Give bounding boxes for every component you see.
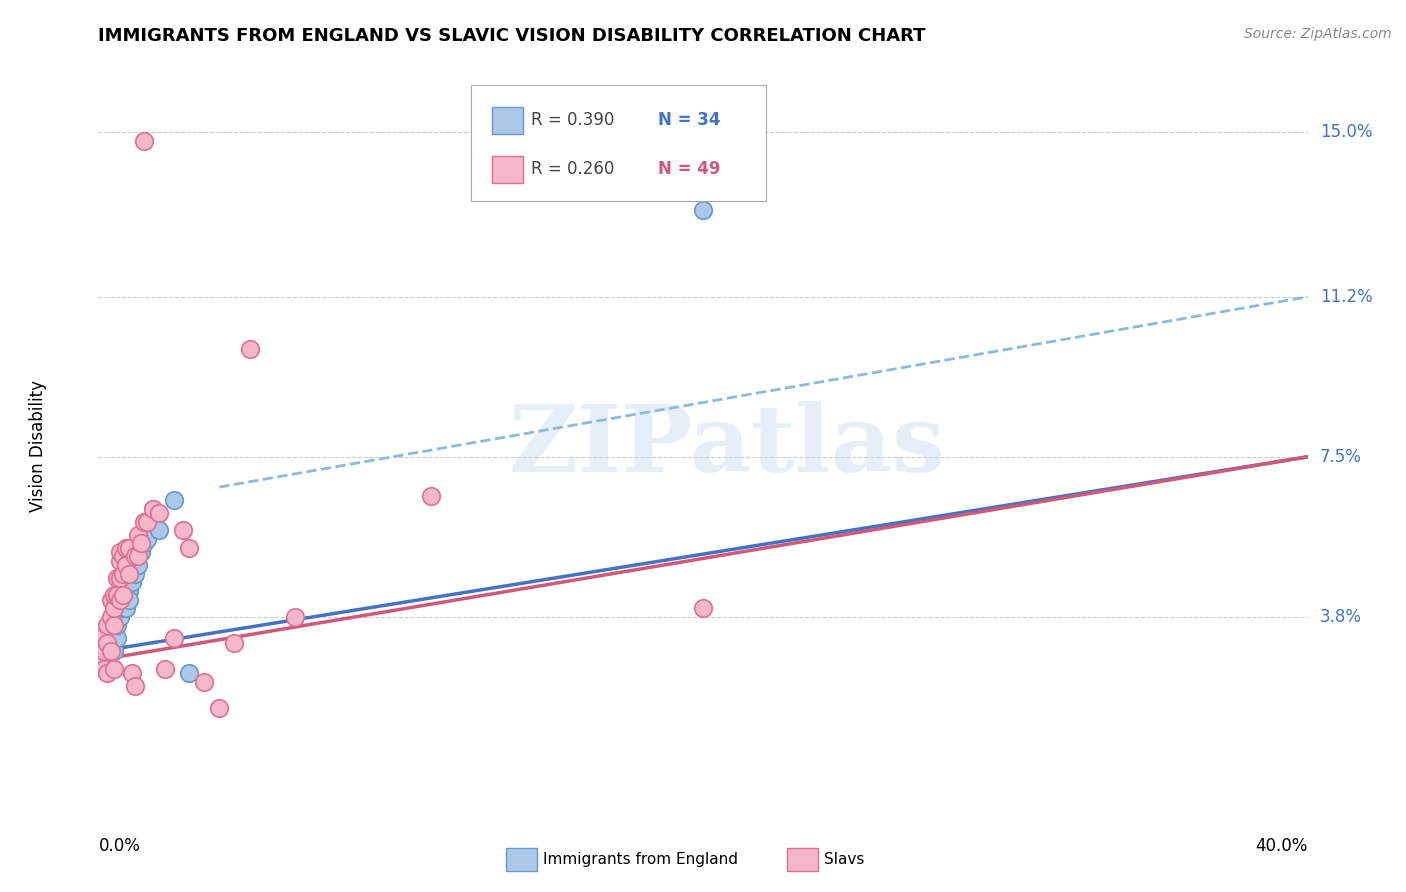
- Point: [100, 610, 122, 624]
- Point: [105, 588, 128, 602]
- Point: [193, 674, 215, 689]
- Point: [111, 588, 134, 602]
- Point: [118, 592, 141, 607]
- Point: [111, 549, 134, 564]
- Point: [105, 618, 128, 632]
- Point: [103, 588, 125, 602]
- Point: [90, 632, 112, 646]
- Point: [148, 524, 170, 538]
- Point: [108, 592, 131, 607]
- Point: [118, 583, 141, 598]
- Text: IMMIGRANTS FROM ENGLAND VS SLAVIC VISION DISABILITY CORRELATION CHART: IMMIGRANTS FROM ENGLAND VS SLAVIC VISION…: [98, 27, 927, 45]
- Text: Immigrants from England: Immigrants from England: [543, 853, 738, 867]
- Point: [103, 662, 125, 676]
- Point: [96, 627, 118, 641]
- Point: [129, 536, 152, 550]
- Point: [103, 644, 125, 658]
- Point: [142, 501, 165, 516]
- Point: [148, 506, 170, 520]
- Point: [142, 501, 165, 516]
- Point: [93, 662, 115, 676]
- Point: [127, 549, 149, 564]
- Point: [93, 644, 115, 658]
- Point: [127, 527, 149, 541]
- Point: [105, 571, 128, 585]
- Point: [692, 601, 714, 615]
- Point: [114, 558, 136, 572]
- Point: [90, 653, 112, 667]
- Point: [96, 666, 118, 681]
- Point: [124, 566, 146, 581]
- Text: 7.5%: 7.5%: [1320, 448, 1361, 466]
- Point: [114, 588, 136, 602]
- Point: [124, 549, 146, 564]
- Point: [177, 666, 201, 681]
- Point: [96, 618, 118, 632]
- Point: [100, 592, 122, 607]
- Point: [208, 700, 231, 714]
- Point: [108, 571, 131, 585]
- Point: [163, 493, 186, 508]
- Point: [224, 636, 246, 650]
- Point: [93, 644, 115, 658]
- Point: [111, 592, 134, 607]
- Point: [111, 566, 134, 581]
- Text: N = 49: N = 49: [658, 161, 720, 178]
- Point: [135, 515, 157, 529]
- Point: [108, 545, 131, 559]
- Text: 15.0%: 15.0%: [1320, 123, 1372, 142]
- Point: [100, 644, 122, 658]
- Text: 40.0%: 40.0%: [1256, 838, 1308, 855]
- Point: [132, 515, 155, 529]
- Text: R = 0.390: R = 0.390: [531, 112, 614, 129]
- Point: [105, 606, 128, 620]
- Point: [121, 666, 143, 681]
- Point: [129, 545, 152, 559]
- Text: 11.2%: 11.2%: [1320, 288, 1372, 306]
- Text: R = 0.260: R = 0.260: [531, 161, 614, 178]
- Point: [118, 566, 141, 581]
- Text: ZIPatlas: ZIPatlas: [509, 401, 946, 491]
- Text: 3.8%: 3.8%: [1320, 607, 1361, 626]
- Point: [108, 610, 131, 624]
- Point: [132, 536, 155, 550]
- Point: [132, 134, 155, 148]
- Point: [114, 601, 136, 615]
- Point: [103, 627, 125, 641]
- Point: [284, 610, 307, 624]
- Point: [108, 597, 131, 611]
- Point: [118, 541, 141, 555]
- Point: [177, 541, 201, 555]
- Point: [105, 632, 128, 646]
- Point: [103, 618, 125, 632]
- Point: [100, 632, 122, 646]
- Text: Slavs: Slavs: [824, 853, 865, 867]
- Point: [239, 342, 262, 356]
- Point: [163, 632, 186, 646]
- Point: [135, 532, 157, 546]
- Point: [172, 524, 194, 538]
- Point: [127, 558, 149, 572]
- Point: [100, 644, 122, 658]
- Point: [90, 636, 112, 650]
- Point: [121, 575, 143, 590]
- Point: [111, 601, 134, 615]
- Point: [139, 515, 162, 529]
- Point: [108, 553, 131, 567]
- Text: N = 34: N = 34: [658, 112, 720, 129]
- Point: [93, 662, 115, 676]
- Point: [103, 614, 125, 628]
- Point: [124, 679, 146, 693]
- Point: [114, 541, 136, 555]
- Point: [153, 662, 176, 676]
- Point: [96, 636, 118, 650]
- Point: [132, 524, 155, 538]
- Point: [96, 653, 118, 667]
- Point: [692, 203, 714, 218]
- Text: Vision Disability: Vision Disability: [30, 380, 46, 512]
- Point: [419, 489, 441, 503]
- Point: [103, 601, 125, 615]
- Text: 0.0%: 0.0%: [98, 838, 141, 855]
- Text: Source: ZipAtlas.com: Source: ZipAtlas.com: [1244, 27, 1392, 41]
